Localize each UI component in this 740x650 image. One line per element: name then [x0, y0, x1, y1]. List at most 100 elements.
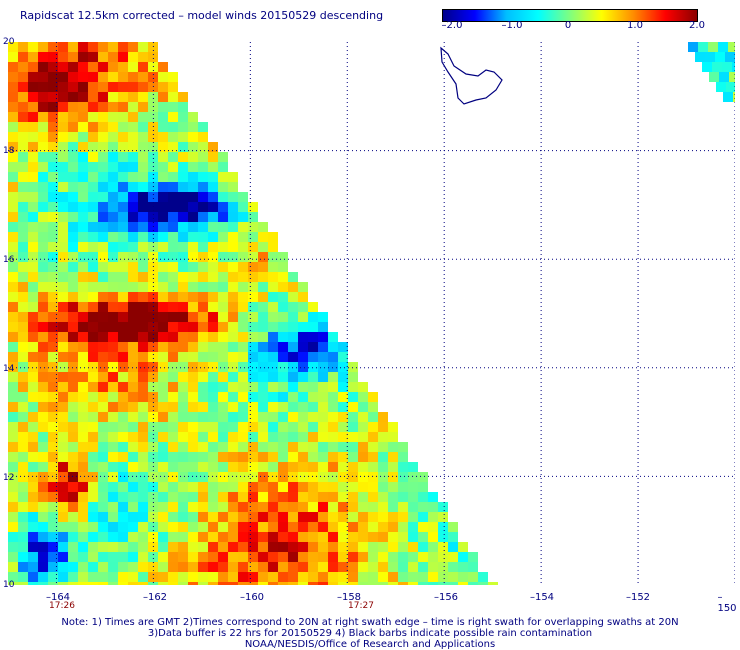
- wind-cell: [158, 412, 168, 422]
- wind-cell: [88, 322, 98, 332]
- wind-cell: [388, 462, 398, 472]
- wind-cell: [168, 152, 178, 162]
- wind-cell: [28, 102, 38, 112]
- wind-cell: [248, 292, 258, 302]
- wind-cell: [188, 492, 198, 502]
- wind-cell: [418, 512, 428, 522]
- wind-cell: [158, 502, 168, 512]
- wind-cell: [228, 472, 238, 482]
- wind-cell: [108, 62, 118, 72]
- wind-cell: [248, 532, 258, 542]
- wind-cell: [48, 432, 58, 442]
- wind-cell: [358, 432, 368, 442]
- wind-cell: [78, 312, 88, 322]
- wind-cell: [98, 522, 108, 532]
- wind-cell: [48, 332, 58, 342]
- wind-cell: [48, 222, 58, 232]
- wind-cell: [388, 422, 398, 432]
- wind-cell: [208, 382, 218, 392]
- wind-cell: [268, 582, 278, 585]
- wind-cell: [248, 232, 258, 242]
- wind-cell: [278, 322, 288, 332]
- wind-cell: [338, 562, 348, 572]
- colorbar-tick: 1.0: [627, 20, 643, 31]
- wind-cell: [138, 172, 148, 182]
- wind-cell: [218, 562, 228, 572]
- wind-cell: [118, 42, 128, 52]
- wind-cell: [28, 502, 38, 512]
- wind-cell: [388, 572, 398, 582]
- wind-cell: [238, 252, 248, 262]
- wind-cell: [18, 142, 28, 152]
- wind-cell: [288, 512, 298, 522]
- wind-cell: [108, 512, 118, 522]
- wind-cell: [218, 332, 228, 342]
- wind-cell: [238, 282, 248, 292]
- wind-cell: [308, 512, 318, 522]
- wind-cell: [98, 452, 108, 462]
- wind-cell: [138, 372, 148, 382]
- wind-cell: [8, 532, 18, 542]
- wind-cell: [158, 342, 168, 352]
- wind-cell: [88, 62, 98, 72]
- wind-cell: [228, 572, 238, 582]
- wind-cell: [308, 412, 318, 422]
- wind-cell: [68, 512, 78, 522]
- wind-cell: [158, 492, 168, 502]
- wind-cell: [98, 322, 108, 332]
- wind-cell: [138, 382, 148, 392]
- wind-cell: [8, 432, 18, 442]
- wind-cell: [138, 542, 148, 552]
- wind-cell: [248, 222, 258, 232]
- wind-cell: [148, 212, 158, 222]
- wind-cell: [178, 142, 188, 152]
- wind-cell: [318, 502, 328, 512]
- wind-cell: [228, 312, 238, 322]
- wind-cell: [218, 242, 228, 252]
- wind-cell: [48, 292, 58, 302]
- wind-cell: [68, 42, 78, 52]
- wind-cell: [198, 222, 208, 232]
- wind-cell: [158, 312, 168, 322]
- wind-cell: [28, 552, 38, 562]
- wind-cell: [88, 582, 98, 585]
- wind-cell: [88, 192, 98, 202]
- wind-cell: [88, 572, 98, 582]
- wind-cell: [138, 112, 148, 122]
- wind-cell: [288, 392, 298, 402]
- wind-cell: [58, 112, 68, 122]
- wind-cell: [8, 182, 18, 192]
- wind-cell: [138, 182, 148, 192]
- wind-cell: [68, 362, 78, 372]
- wind-cell: [68, 332, 78, 342]
- wind-cell: [208, 302, 218, 312]
- wind-cell: [68, 372, 78, 382]
- wind-cell: [418, 542, 428, 552]
- wind-cell: [98, 92, 108, 102]
- wind-cell: [168, 582, 178, 585]
- wind-cell: [218, 182, 228, 192]
- wind-cell: [288, 422, 298, 432]
- wind-cell: [48, 212, 58, 222]
- wind-cell: [98, 262, 108, 272]
- wind-cell: [408, 542, 418, 552]
- wind-cell: [28, 222, 38, 232]
- wind-cell: [258, 552, 268, 562]
- wind-cell: [258, 452, 268, 462]
- wind-cell: [98, 252, 108, 262]
- wind-cell: [138, 242, 148, 252]
- wind-cell: [488, 582, 498, 585]
- wind-cell: [398, 562, 408, 572]
- wind-cell: [88, 252, 98, 262]
- wind-cell: [108, 212, 118, 222]
- wind-cell: [28, 52, 38, 62]
- wind-cell: [108, 52, 118, 62]
- wind-cell: [378, 452, 388, 462]
- wind-cell: [138, 322, 148, 332]
- wind-cell: [228, 272, 238, 282]
- wind-cell: [198, 202, 208, 212]
- wind-cell: [208, 312, 218, 322]
- wind-cell: [78, 122, 88, 132]
- wind-cell: [338, 422, 348, 432]
- wind-cell: [278, 352, 288, 362]
